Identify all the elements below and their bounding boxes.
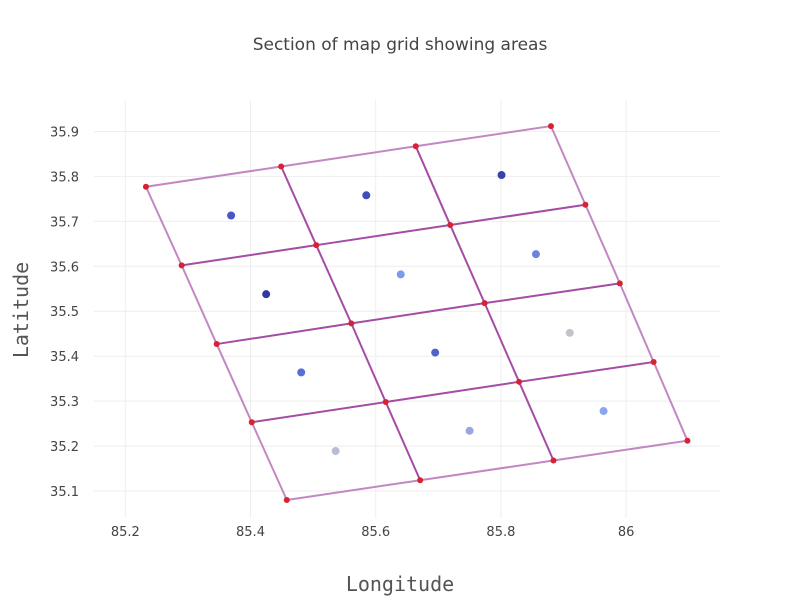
grid-vertex-point: [616, 280, 623, 287]
grid-vertex-point: [313, 242, 320, 249]
y-tick-label: 35.2: [50, 440, 79, 455]
grid-vertex-point: [417, 477, 424, 484]
area-point: [297, 368, 306, 377]
grid-vertex-point: [481, 300, 488, 307]
x-axis-ticks: 85.2 85.4 85.6 85.8 86: [111, 525, 635, 540]
y-tick-label: 35.1: [50, 485, 79, 500]
area-point: [531, 250, 540, 259]
grid-vertex-point: [516, 378, 523, 385]
outer-border-line: [549, 125, 587, 206]
grid-vertices: [142, 123, 691, 504]
grid-vertex-point: [142, 183, 149, 190]
grid-vertex-point: [684, 437, 691, 444]
inner-grid-line: [384, 380, 521, 404]
area-point: [465, 426, 474, 435]
inner-grid-line: [250, 401, 387, 424]
outer-border-line: [419, 459, 555, 482]
grid-vertex-point: [278, 163, 285, 170]
outer-border-line: [285, 479, 422, 502]
outer-border-line: [250, 421, 288, 502]
area-points: [227, 171, 608, 456]
area-point: [599, 407, 608, 416]
y-tick-label: 35.9: [50, 125, 79, 140]
grid-vertex-point: [547, 123, 554, 130]
inner-grid-line: [315, 223, 452, 247]
y-tick-label: 35.6: [50, 260, 79, 275]
grid-vertex-point: [283, 497, 290, 504]
area-point: [331, 447, 340, 456]
y-tick-label: 35.5: [50, 305, 79, 320]
grid-vertex-point: [213, 341, 220, 348]
outer-border-line: [552, 439, 689, 462]
area-point: [262, 290, 271, 299]
grid-vertex-point: [582, 201, 589, 208]
area-point: [565, 328, 574, 337]
area-point: [396, 270, 405, 279]
inner-grid-line: [414, 145, 452, 226]
y-tick-label: 35.3: [50, 395, 79, 410]
inner-grid-line: [350, 302, 486, 325]
x-tick-label: 86: [618, 525, 635, 540]
area-point: [362, 191, 371, 200]
area-point: [431, 348, 440, 357]
outer-border-line: [584, 203, 621, 285]
inner-grid-line: [518, 380, 555, 462]
outer-border-line: [414, 125, 552, 148]
inner-grid-line: [350, 322, 387, 404]
outer-border-line: [652, 361, 689, 442]
grid-vertex-point: [248, 419, 255, 426]
inner-grid-line: [384, 401, 422, 482]
outer-border-line: [215, 343, 253, 424]
inner-grid-line: [180, 244, 318, 267]
inner-grid-line: [518, 361, 655, 383]
x-tick-label: 85.8: [486, 525, 515, 540]
grid-vertex-point: [412, 143, 419, 150]
x-tick-label: 85.2: [111, 525, 140, 540]
x-axis-title: Longitude: [346, 572, 454, 596]
outer-border-line: [618, 282, 655, 364]
x-tick-label: 85.4: [236, 525, 265, 540]
area-point: [227, 211, 236, 220]
inner-grid-line: [483, 302, 521, 383]
grid-vertex-point: [348, 320, 355, 327]
y-axis-ticks: 35.1 35.2 35.3 35.4 35.5 35.6 35.7 35.8 35.9: [50, 125, 79, 500]
grid-vertex-point: [550, 457, 557, 464]
inner-grid-line: [449, 203, 587, 226]
area-point: [497, 171, 506, 180]
grid-vertex-point: [447, 221, 454, 228]
y-tick-label: 35.7: [50, 215, 79, 230]
outer-border-line: [180, 264, 218, 346]
chart-title: Section of map grid showing areas: [253, 35, 548, 55]
inner-grid-line: [315, 244, 353, 325]
inner-grid-line: [215, 322, 353, 346]
x-tick-label: 85.6: [361, 525, 390, 540]
y-tick-label: 35.8: [50, 170, 79, 185]
inner-grid-line: [280, 165, 318, 247]
grid-vertex-point: [650, 359, 657, 366]
inner-grid-line: [449, 223, 486, 305]
inner-grid-line: [483, 282, 621, 305]
map-grid-lines: [144, 125, 689, 502]
y-axis-title: Latitude: [9, 262, 33, 358]
outer-border-line: [144, 185, 183, 267]
y-tick-label: 35.4: [50, 350, 79, 365]
outer-border-line: [280, 145, 417, 168]
outer-border-line: [144, 165, 283, 188]
grid-vertex-point: [178, 262, 185, 269]
gridlines: [94, 100, 720, 518]
grid-vertex-point: [382, 399, 389, 406]
